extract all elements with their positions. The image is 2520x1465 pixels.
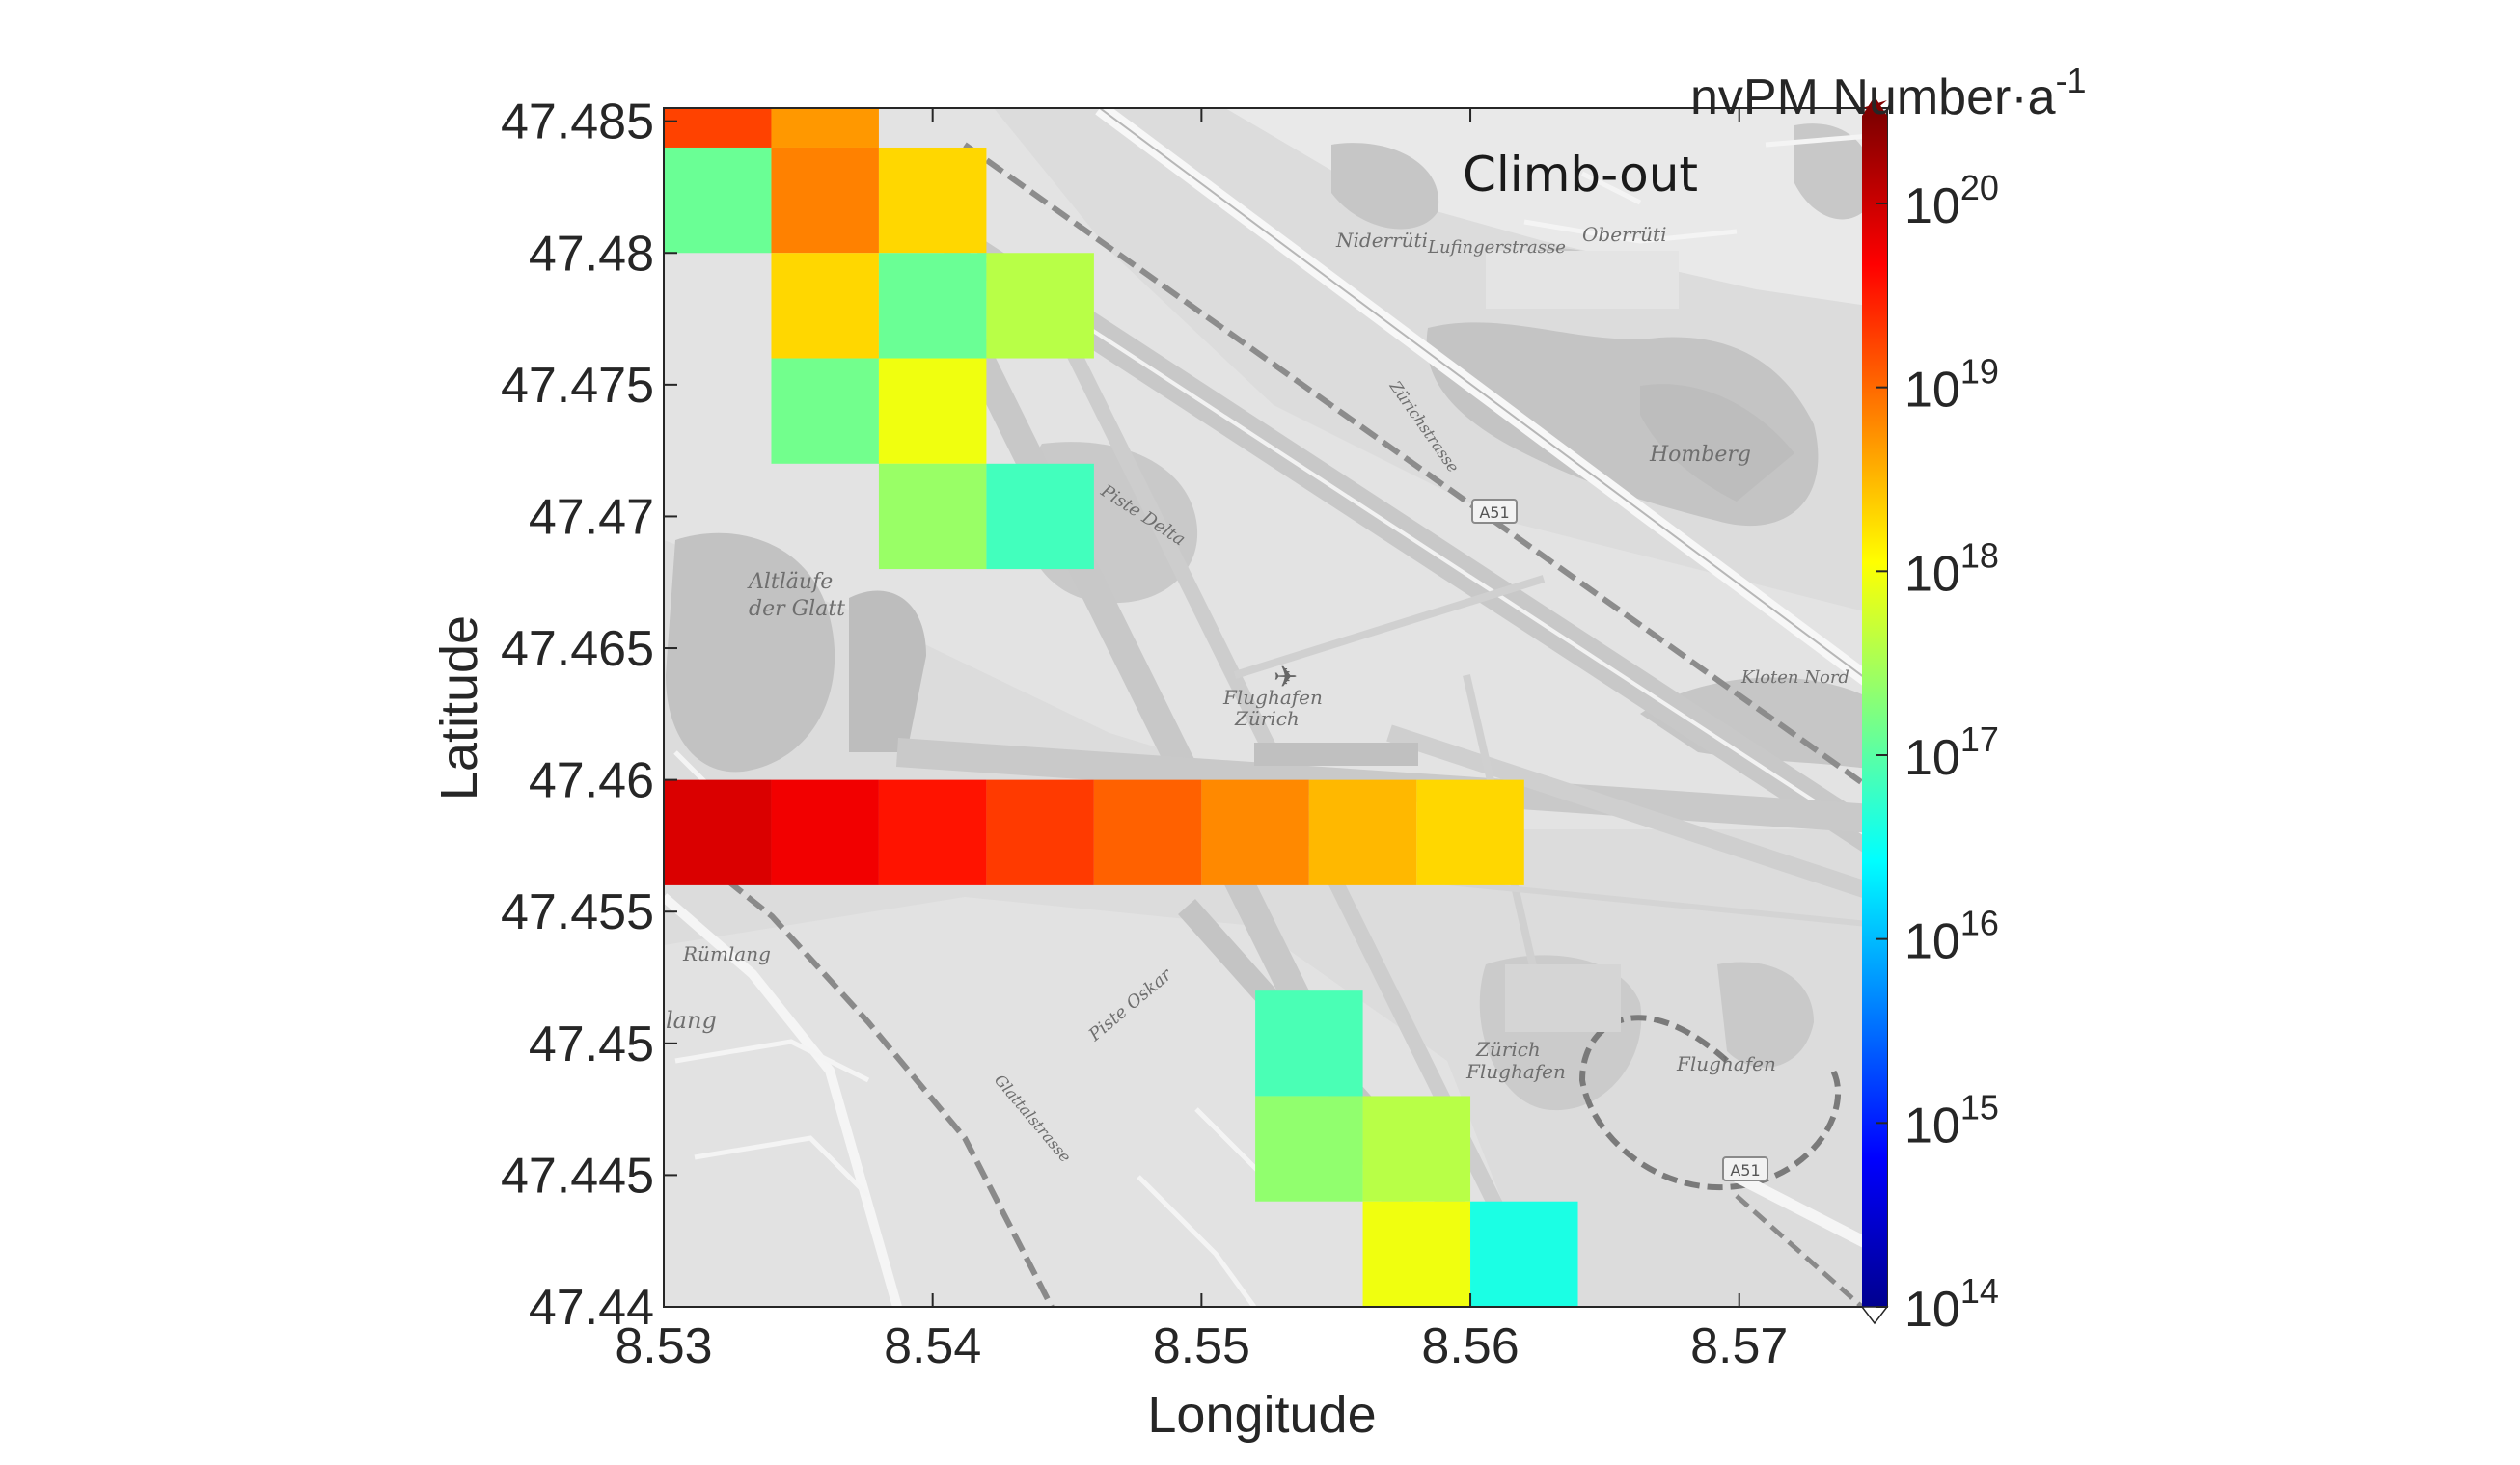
- map-label-altlaufe: Altläufe: [747, 570, 833, 594]
- heatmap-cell: [878, 779, 987, 885]
- y-tick-label: 47.475: [501, 358, 654, 414]
- y-tick-label: 47.445: [501, 1148, 654, 1204]
- colorbar-tick-label: 1020: [1904, 168, 1999, 234]
- colorbar-bottom-triangle: [1860, 1306, 1889, 1325]
- map-label-flughafen-right: Flughafen: [1676, 1052, 1776, 1075]
- heatmap-cell: [664, 147, 772, 254]
- colorbar-tick-base: 10: [1904, 363, 1960, 419]
- y-axis: 47.44 47.445 47.45 47.455 47.46 47.465 47.47 47…: [501, 95, 1887, 1336]
- map-label-kloten-nord: Kloten Nord: [1740, 667, 1849, 688]
- colorbar-title-exp: -1: [2056, 61, 2087, 100]
- heatmap-cell: [1255, 990, 1363, 1097]
- map-label-oberruti: Oberrüti: [1582, 223, 1666, 246]
- heatmap-cell: [664, 779, 772, 885]
- map-label-lufingerstrasse: Lufingerstrasse: [1427, 237, 1566, 258]
- y-tick-label: 47.455: [501, 884, 654, 940]
- x-tick-label: 8.55: [1153, 1318, 1250, 1374]
- colorbar-tick-exponent: 19: [1960, 352, 1999, 392]
- heatmap-cell: [664, 108, 772, 148]
- map-label-niderruti: Niderrüti: [1335, 229, 1428, 252]
- map-label-der-glatt: der Glatt: [749, 597, 845, 621]
- a51-shield-bottom: [1722, 1156, 1768, 1181]
- x-tick-label: 8.53: [615, 1318, 712, 1374]
- airport-symbol-icon: ✈: [1274, 661, 1298, 694]
- colorbar-tick-label: 1017: [1904, 719, 1999, 786]
- heatmap-cell: [1201, 779, 1309, 885]
- colorbar-tick-label: 1019: [1904, 352, 1999, 419]
- heatmap-cell: [1362, 1201, 1471, 1307]
- map-label-lang: lang: [666, 1007, 717, 1034]
- colorbar-tick-base: 10: [1904, 914, 1960, 970]
- x-tick-label: 8.54: [884, 1318, 981, 1374]
- colorbar-tick-exponent: 20: [1960, 168, 1999, 207]
- y-axis-title: Latitude: [430, 615, 488, 800]
- colorbar-tick-exponent: 17: [1960, 719, 1999, 759]
- colorbar-tick-exponent: 15: [1960, 1087, 1999, 1126]
- colorbar-tick-exponent: 14: [1960, 1271, 1999, 1311]
- map-label-zurich-flughafen-1: Zürich: [1475, 1038, 1541, 1061]
- y-tick-label: 47.485: [501, 95, 654, 150]
- heatmap-cell: [771, 358, 879, 464]
- colorbar-tick-exponent: 18: [1960, 535, 1999, 575]
- heatmap-cell: [878, 253, 987, 359]
- colorbar-bar: [1862, 116, 1887, 1307]
- y-tick-label: 47.46: [529, 753, 654, 809]
- heatmap-cell: [1362, 1096, 1471, 1202]
- colorbar-tick-base: 10: [1904, 1098, 1960, 1153]
- y-tick-label: 47.48: [529, 226, 654, 282]
- y-tick-label: 47.45: [529, 1017, 654, 1072]
- heatmap-cell: [1416, 779, 1524, 885]
- heatmap-cell: [1308, 779, 1417, 885]
- heatmap-cell: [878, 358, 987, 464]
- heatmap-cell: [1255, 1096, 1363, 1202]
- panel-label: Climb-out: [1463, 147, 1698, 203]
- colorbar-title: nvPM Number·a-1: [1690, 61, 2087, 125]
- heatmap-cell: [878, 463, 987, 570]
- colorbar-tick-base: 10: [1904, 178, 1960, 234]
- basemap: [664, 108, 1887, 1307]
- x-axis: 8.53 8.54 8.55 8.56 8.57: [615, 108, 1788, 1374]
- y-tick-label: 47.44: [529, 1280, 654, 1336]
- map-label-a51-bottom: A51: [1730, 1161, 1760, 1180]
- heatmap-cells: [664, 108, 1578, 1307]
- a51-shield-top: [1471, 499, 1518, 524]
- y-tick-label: 47.47: [529, 489, 654, 545]
- heatmap-cell: [878, 147, 987, 254]
- colorbar-tick-exponent: 16: [1960, 904, 1999, 943]
- y-tick-label: 47.465: [501, 621, 654, 677]
- map-label-zurich-flughafen-2: Flughafen: [1465, 1060, 1566, 1083]
- x-tick-label: 8.57: [1690, 1318, 1788, 1374]
- map-label-zurich: Zürich: [1234, 707, 1300, 730]
- x-tick-label: 8.56: [1421, 1318, 1519, 1374]
- colorbar-tick-label: 1015: [1904, 1087, 1999, 1153]
- heatmap-cell: [986, 253, 1094, 359]
- map-label-a51-top: A51: [1479, 503, 1509, 522]
- x-axis-title: Longitude: [1147, 1386, 1376, 1444]
- colorbar-tick-base: 10: [1904, 1282, 1960, 1338]
- map-label-rumlang: Rümlang: [682, 942, 771, 965]
- colorbar-title-main: nvPM Number·a: [1690, 69, 2056, 125]
- colorbar-top-triangle: [1862, 96, 1887, 116]
- colorbar-tick-base: 10: [1904, 546, 1960, 602]
- colorbar-tick-label: 1014: [1904, 1271, 1999, 1338]
- heatmap-cell: [771, 147, 879, 254]
- heatmap-cell: [771, 108, 879, 148]
- heatmap-cell: [1470, 1201, 1578, 1307]
- heatmap-cell: [1093, 779, 1202, 885]
- map-label-homberg: Homberg: [1649, 443, 1751, 467]
- colorbar-tick-label: 1016: [1904, 904, 1999, 970]
- colorbar-tick-label: 1018: [1904, 535, 1999, 602]
- heatmap-cell: [986, 463, 1094, 570]
- heatmap-cell: [771, 253, 879, 359]
- map-label-flughafen: Flughafen: [1222, 686, 1323, 709]
- colorbar-tick-base: 10: [1904, 730, 1960, 786]
- heatmap-cell: [771, 779, 879, 885]
- heatmap-cell: [986, 779, 1094, 885]
